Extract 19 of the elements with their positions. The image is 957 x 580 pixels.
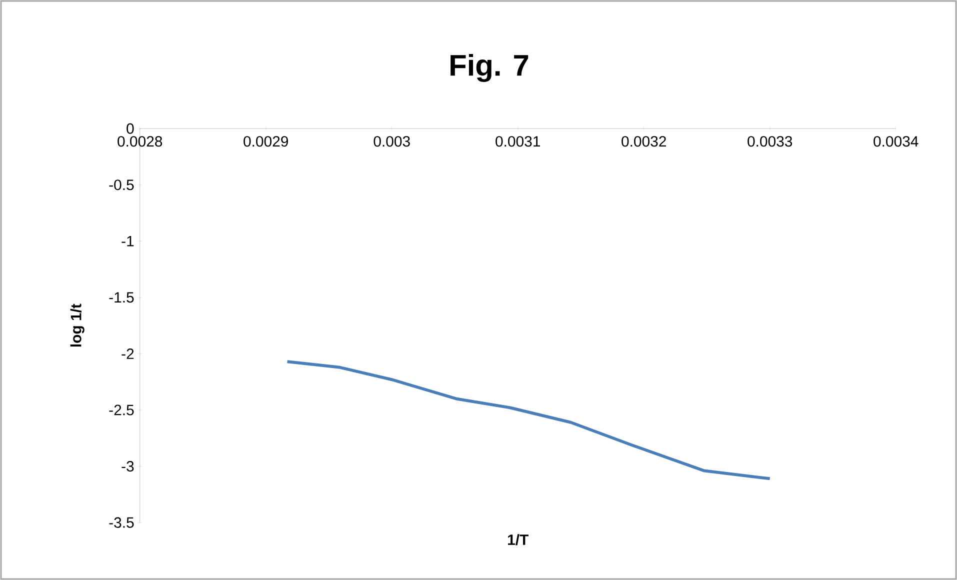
y-tick-label: 0: [126, 123, 134, 134]
chart-title: Fig. 7: [450, 54, 528, 82]
x-tick-label: 0.0033: [748, 136, 792, 147]
x-axis-title: 1/T: [508, 534, 529, 546]
y-tick-label: -1.5: [109, 292, 134, 303]
y-tick-label: -3: [122, 460, 134, 472]
x-tick-label: 0.003: [374, 136, 410, 147]
y-tick-label: -1: [122, 236, 134, 246]
y-tick-label: -0.5: [109, 180, 134, 190]
x-tick-label: 0.0032: [622, 136, 666, 147]
y-tick-label: -2: [122, 348, 134, 359]
line-series: [286, 360, 772, 480]
y-tick-label: -2.5: [109, 404, 134, 416]
y-tick-label: -3.5: [109, 517, 134, 528]
x-tick-label: 0.0029: [244, 136, 288, 147]
x-tick-label: 0.0034: [874, 136, 918, 147]
y-axis-title: log 1/t: [70, 304, 84, 347]
x-tick-label: 0.0031: [496, 136, 540, 147]
x-tick-label: 0.0028: [118, 136, 162, 147]
